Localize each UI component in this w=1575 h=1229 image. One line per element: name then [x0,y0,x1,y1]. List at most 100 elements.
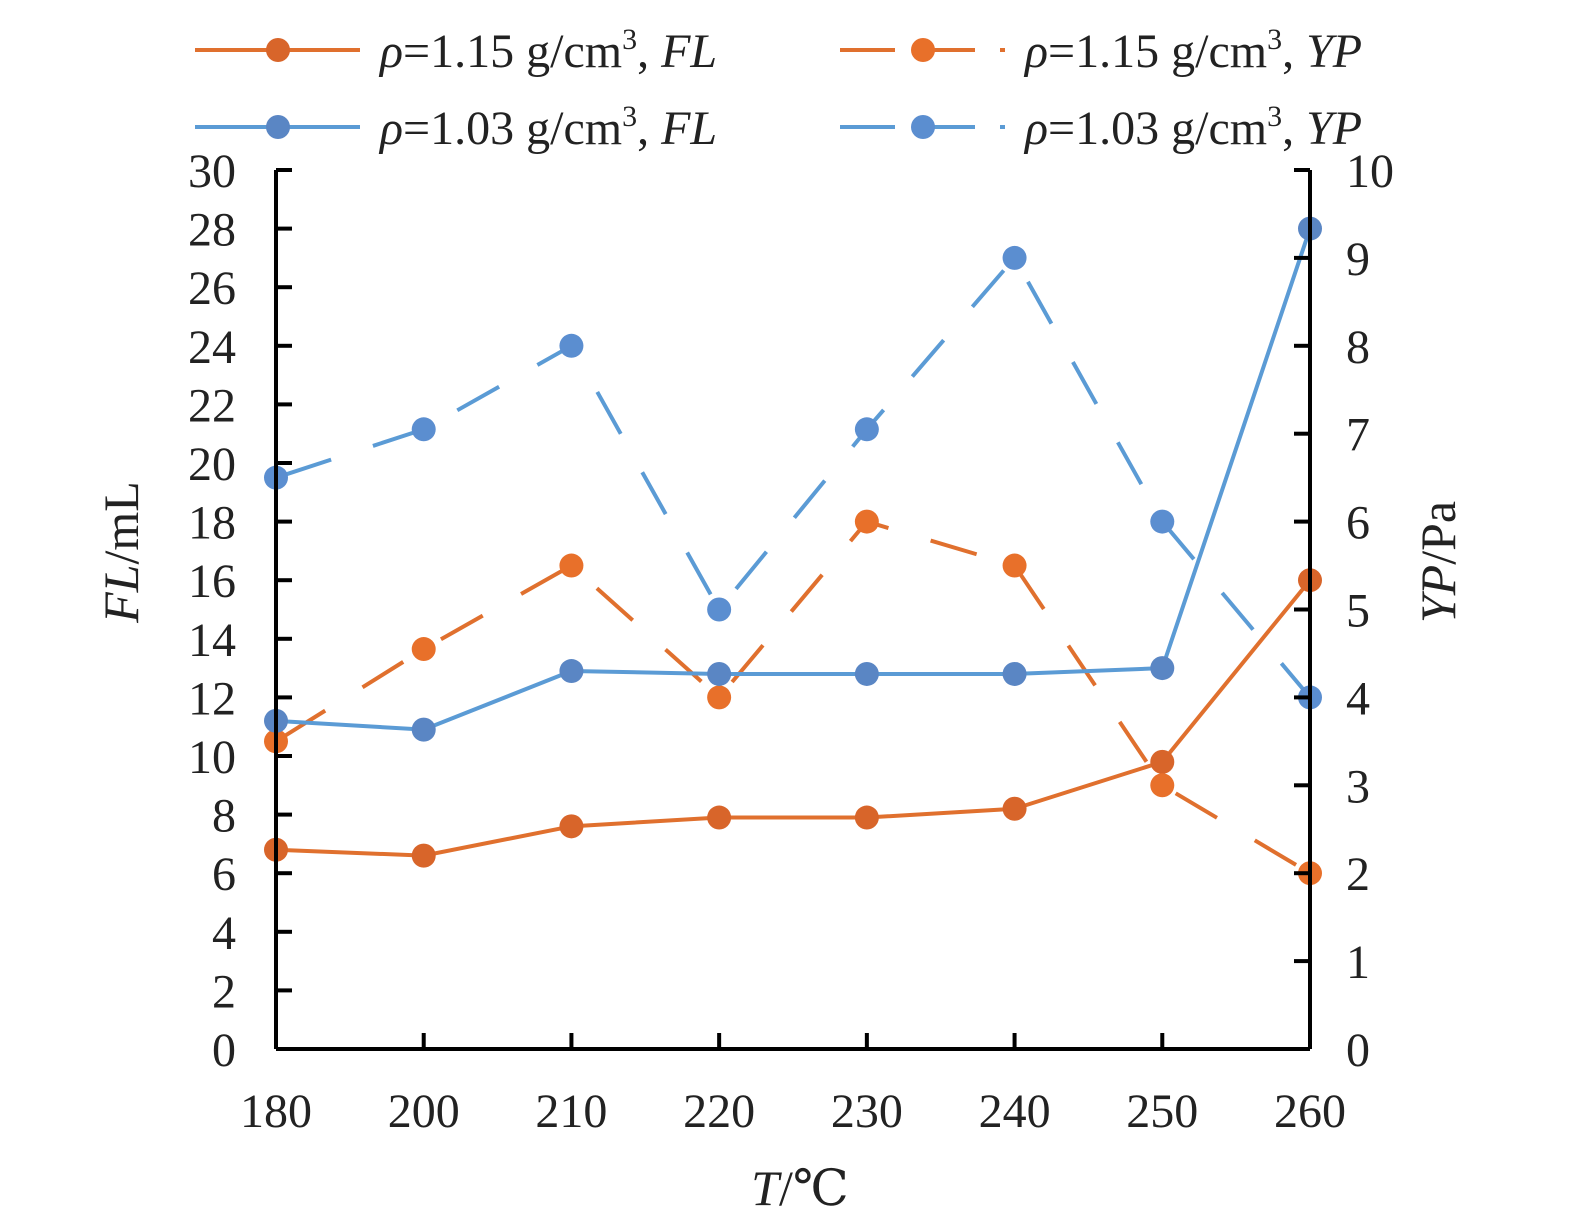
y-right-tick-label: 0 [1346,1024,1370,1077]
data-point [559,814,584,839]
legend-entry-1: ρ=1.15 g/cm3, FL [195,23,717,78]
legend-label-part: , [637,25,661,78]
series-line [274,519,1312,875]
data-point [1002,553,1027,578]
y-axis-left-title-unit: /mL [93,481,149,564]
y-left-tick-label: 12 [188,672,236,725]
data-point [1002,796,1027,821]
y-left-tick-label: 6 [212,848,236,901]
y-right-tick-label: 6 [1346,497,1370,550]
data-point [411,843,436,868]
series-1 [264,568,1322,868]
data-point [854,509,879,534]
legend-marker-swatch [266,115,290,139]
y-right-tick-label: 8 [1346,321,1370,374]
legend-label-part: ρ [378,102,403,155]
data-point [559,333,584,358]
legend-label-part: 3 [1267,23,1282,56]
series-line [275,254,1312,699]
data-point [1150,773,1175,798]
legend-label-part: , [1282,102,1306,155]
series-layer [264,216,1322,886]
legend-entry-4: ρ=1.03 g/cm3, YP [840,100,1362,155]
x-axis-title-unit: /℃ [779,1160,849,1216]
data-point [1150,749,1175,774]
y-right-tick-label: 2 [1346,848,1370,901]
legend-label: ρ=1.15 g/cm3, FL [378,23,717,78]
x-tick-label: 260 [1274,1085,1346,1138]
legend-entry-2: ρ=1.15 g/cm3, YP [840,23,1362,78]
y-left-tick-label: 20 [188,438,236,491]
legend-label-part: 3 [622,100,637,133]
y-left-tick-label: 18 [188,497,236,550]
x-tick-label: 210 [535,1085,607,1138]
y-axis-right-title-var: YP [1410,565,1466,623]
data-point [1002,245,1027,270]
y-left-tick-label: 26 [188,262,236,315]
y-left-tick-label: 8 [212,790,236,843]
legend: ρ=1.15 g/cm3, FL ρ=1.15 g/cm3, YPρ=1.03 g… [195,23,1362,155]
y-axis-right-title: YP/Pa [1410,501,1466,623]
y-left-tick-label: 2 [212,965,236,1018]
legend-label-part: 3 [622,23,637,56]
x-tick-label: 240 [979,1085,1051,1138]
y-left-tick-label: 22 [188,379,236,432]
y-right-tick-label: 1 [1346,936,1370,989]
y-axis-left-title-var: FL [93,564,149,623]
legend-label: ρ=1.03 g/cm3, YP [1023,100,1362,155]
data-point [854,805,879,830]
data-point [707,597,732,622]
y-right-tick-label: 7 [1346,409,1370,462]
series-3 [264,216,1322,742]
legend-label-part: YP [1306,25,1362,78]
legend-label: ρ=1.03 g/cm3, FL [378,100,717,155]
data-point [559,659,584,684]
legend-marker-swatch [911,115,935,139]
legend-label-part: YP [1306,102,1362,155]
legend-label-part: ρ [1023,102,1048,155]
data-point [1150,656,1175,681]
data-point [854,417,879,442]
legend-label-part: =1.03 g/cm [403,102,622,155]
legend-label-part: ρ [378,25,403,78]
y-axis-left-title: FL/mL [93,481,149,624]
y-right-tick-label: 3 [1346,760,1370,813]
legend-label-part: =1.03 g/cm [1048,102,1267,155]
x-tick-label: 180 [240,1085,312,1138]
y-left-tick-label: 10 [188,731,236,784]
legend-marker-swatch [266,38,290,62]
x-tick-label: 250 [1126,1085,1198,1138]
legend-label-part: FL [660,25,717,78]
series-line [275,578,1312,858]
legend-label-part: ρ [1023,25,1048,78]
x-axis-title: T/℃ [751,1160,849,1216]
y-left-tick-label: 4 [212,907,236,960]
data-point [411,637,436,662]
data-point [411,417,436,442]
legend-label-part: , [1282,25,1306,78]
legend-label-part: =1.15 g/cm [1048,25,1267,78]
x-tick-label: 220 [683,1085,755,1138]
axis-titles: T/℃ FL/mL YP/Pa [93,481,1466,1216]
y-left-tick-label: 30 [188,145,236,198]
legend-label-part: 3 [1267,100,1282,133]
y-left-tick-label: 0 [212,1024,236,1077]
axes: 0246810121416182022242628300123456789101… [188,145,1394,1138]
legend-marker-swatch [911,38,935,62]
y-right-tick-label: 10 [1346,145,1394,198]
data-point [707,805,732,830]
y-right-tick-label: 4 [1346,672,1370,725]
series-line [275,227,1312,732]
x-tick-label: 200 [388,1085,460,1138]
y-right-tick-label: 5 [1346,585,1370,638]
data-point [1150,509,1175,534]
x-axis-title-var: T [751,1160,782,1216]
data-point [559,553,584,578]
y-left-tick-label: 16 [188,555,236,608]
series-2 [264,509,1322,886]
legend-label-part: =1.15 g/cm [403,25,622,78]
y-left-tick-label: 24 [188,321,236,374]
y-axis-right-title-unit: /Pa [1410,501,1466,565]
